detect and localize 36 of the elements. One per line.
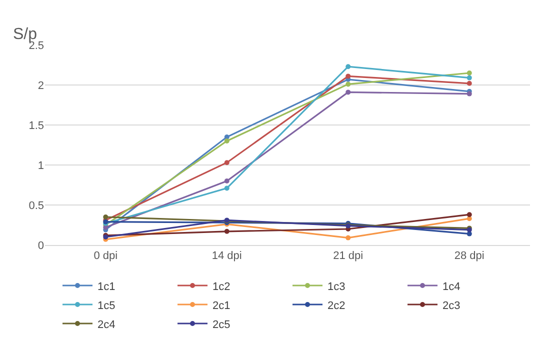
- point: [224, 228, 230, 234]
- point: [103, 214, 108, 220]
- legend-label: 1c3: [328, 280, 346, 293]
- point: [466, 91, 472, 96]
- point: [346, 64, 351, 70]
- legend-label: 1c1: [98, 280, 116, 293]
- legend-label: 1c2: [212, 280, 230, 293]
- point: [466, 231, 472, 236]
- point: [346, 82, 351, 87]
- legend-label: 2c2: [328, 300, 346, 312]
- x-tick-label: 14 dpi: [212, 250, 242, 262]
- point: [466, 212, 472, 218]
- x-tick-label: 21 dpi: [333, 250, 364, 262]
- point: [466, 70, 472, 76]
- point: [346, 90, 351, 95]
- legend-label: 2c4: [98, 318, 116, 331]
- point: [466, 80, 472, 86]
- y-tick-label: 0.5: [28, 200, 44, 212]
- y-tick-label: 0: [38, 240, 44, 252]
- legend-label: 1c5: [98, 300, 116, 312]
- point: [224, 178, 230, 184]
- legend-label: 2c1: [212, 300, 230, 312]
- y-tick-label: 1: [38, 160, 44, 172]
- legend-label: 2c5: [212, 318, 230, 331]
- y-tick-label: 2: [38, 80, 44, 92]
- point: [346, 74, 351, 79]
- y-tick-label: 1.5: [28, 120, 44, 132]
- point: [224, 160, 230, 166]
- legend-label: 1c4: [442, 280, 460, 293]
- point: [346, 235, 351, 240]
- point: [466, 75, 472, 80]
- x-tick-label: 28 dpi: [454, 250, 484, 262]
- legend-label: 2c3: [442, 300, 460, 312]
- x-tick-label: 0 dpi: [94, 250, 118, 262]
- point: [224, 186, 230, 191]
- point: [224, 138, 230, 144]
